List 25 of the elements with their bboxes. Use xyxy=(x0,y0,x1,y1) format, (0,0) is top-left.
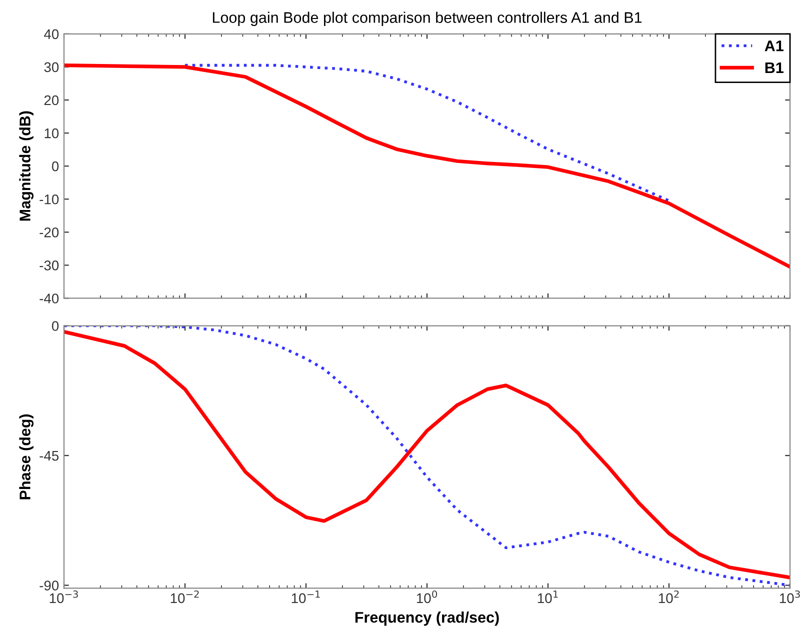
y-tick-label: -90 xyxy=(40,580,59,590)
legend-label: B1 xyxy=(765,62,784,73)
legend-label: A1 xyxy=(764,40,784,52)
y-tick-label: -30 xyxy=(40,260,59,270)
x-tick-label: 10$^{1}$ xyxy=(538,590,558,604)
y-tick-label: 20 xyxy=(44,95,59,106)
x-tick-label: 10$^{3}$ xyxy=(780,590,800,604)
y-tick-label: -45 xyxy=(40,450,59,461)
chart-title: Loop gain Bode plot comparison between controllers A1 and B1 xyxy=(212,12,642,26)
x-tick-label: 10$^{0}$ xyxy=(416,590,438,604)
y-axis-title: Magnitude (dB) xyxy=(19,111,34,221)
y-tick-label: 0 xyxy=(52,321,59,331)
x-axis-title: Frequency (rad/sec) xyxy=(355,612,499,626)
y-axis-title: Phase (deg) xyxy=(19,414,34,500)
x-tick-label: 10$^{−1}$ xyxy=(292,590,320,604)
x-tick-label: 10$^{−2}$ xyxy=(170,590,199,604)
y-tick-label: -20 xyxy=(40,227,59,238)
x-tick-label: 10$^{2}$ xyxy=(658,590,679,604)
y-tick-label: 40 xyxy=(44,29,59,40)
y-tick-label: -40 xyxy=(40,294,59,304)
y-tick-label: 0 xyxy=(52,161,59,172)
y-tick-label: -10 xyxy=(40,194,59,204)
y-tick-label: 10 xyxy=(44,128,59,138)
x-tick-label: 10$^{−3}$ xyxy=(50,590,78,604)
y-tick-label: 30 xyxy=(44,62,59,72)
